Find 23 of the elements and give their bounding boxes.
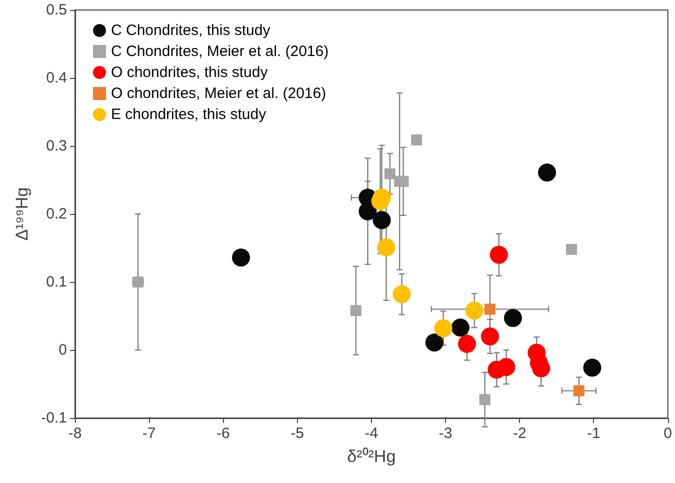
- x-tick-label: 0: [664, 425, 672, 442]
- legend-label: C Chondrites, Meier et al. (2016): [111, 43, 329, 60]
- y-tick-label: 0.1: [46, 274, 67, 290]
- y-tick-label: 0.4: [46, 70, 67, 86]
- x-tick-label: -6: [216, 425, 230, 442]
- legend-label: O chondrites, Meier et al. (2016): [111, 85, 326, 102]
- x-tick-label: -1: [587, 425, 600, 442]
- legend-label: O chondrites, this study: [111, 64, 268, 81]
- y-tick-label: 0.3: [46, 138, 67, 154]
- y-tick-label: 0.2: [46, 206, 67, 222]
- y-tick-label: 0: [58, 342, 67, 358]
- y-tick-label: -0.1: [41, 410, 67, 426]
- x-tick-label: -5: [290, 425, 304, 442]
- x-tick-label: -4: [364, 425, 378, 442]
- y-tick-label: 0.5: [46, 2, 67, 18]
- y-axis-title: Δ¹⁹⁹Hg: [12, 187, 32, 241]
- x-tick-label: -7: [142, 425, 156, 442]
- x-axis-title: δ²⁰²Hg: [347, 447, 396, 466]
- legend-label: E chondrites, this study: [111, 106, 267, 123]
- x-tick-label: -3: [438, 425, 452, 442]
- x-tick-label: -2: [512, 425, 526, 442]
- legend-label: C Chondrites, this study: [111, 22, 271, 39]
- x-tick-label: -8: [68, 425, 82, 442]
